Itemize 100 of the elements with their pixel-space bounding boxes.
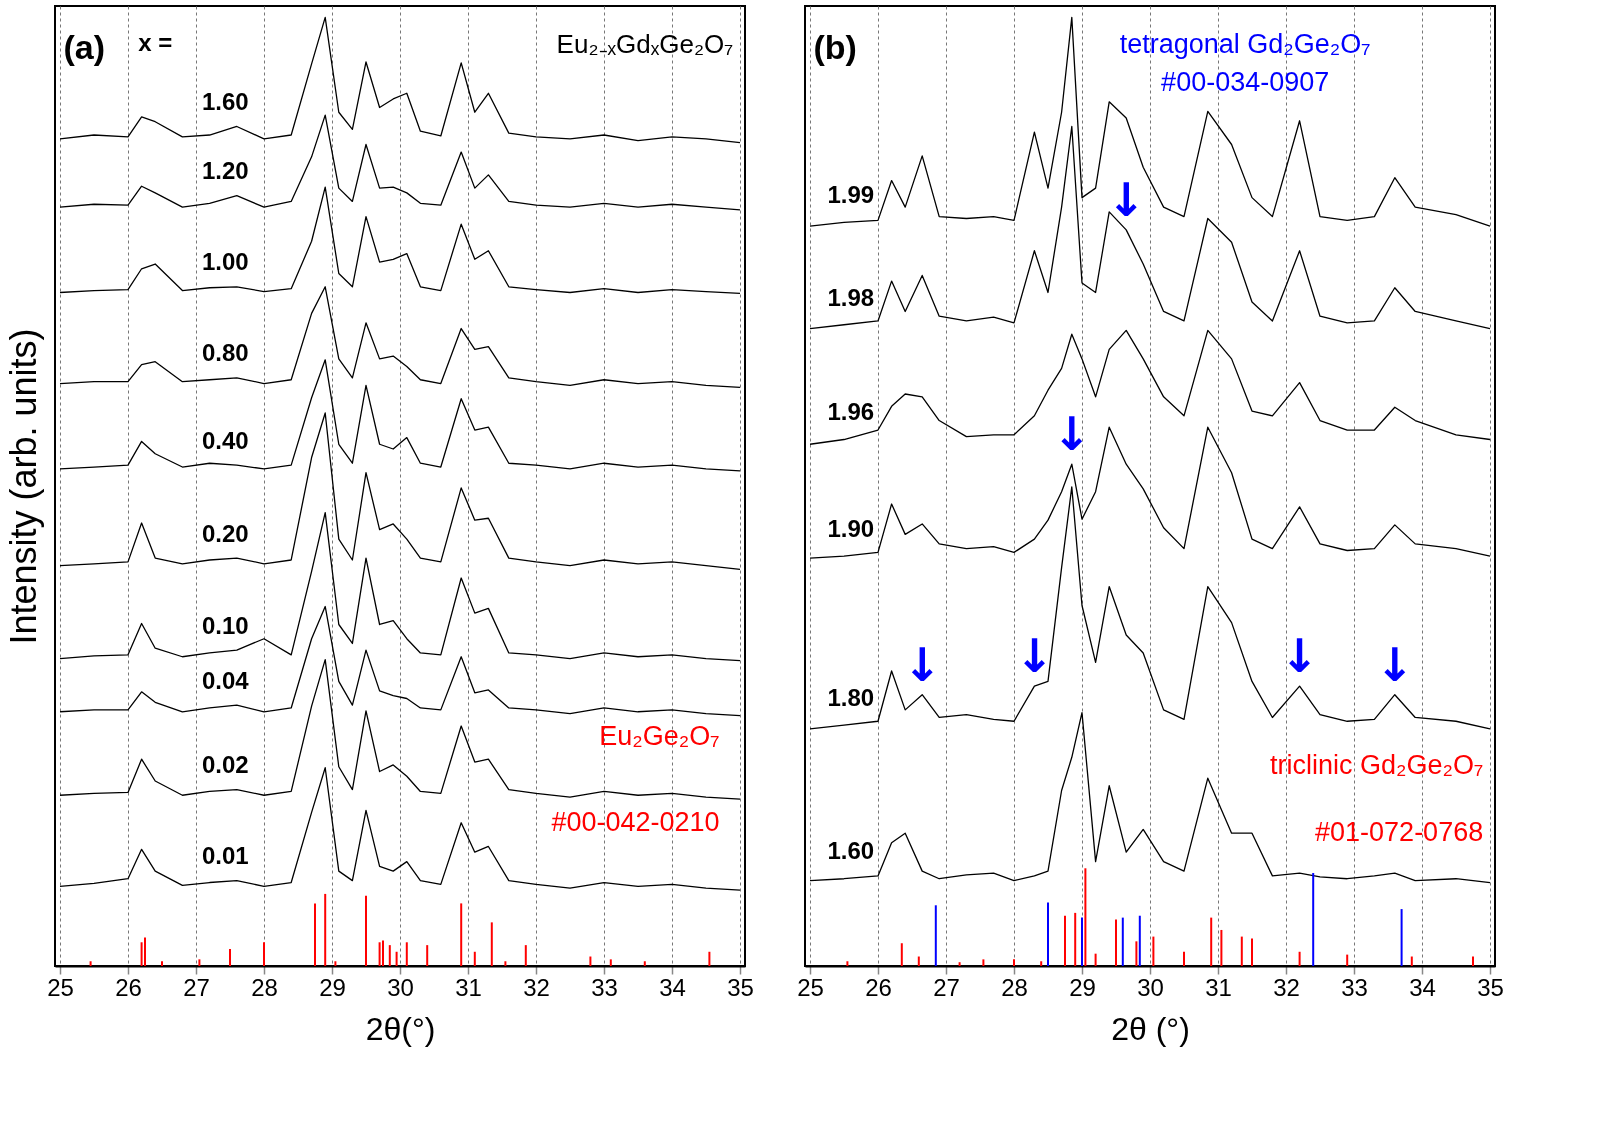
series-label: 1.20 (201, 157, 249, 185)
bar (263, 942, 265, 966)
x-axis-title: 2θ (°) (1111, 1010, 1190, 1047)
bar (144, 937, 146, 966)
text: triclinic Gd₂Ge₂O₇ #01-072-0768 (1269, 749, 1484, 847)
bar (1210, 917, 1213, 966)
bar (140, 942, 143, 966)
bar (334, 961, 337, 966)
bar (1472, 956, 1474, 966)
series-label: 1.00 (201, 248, 249, 276)
bar (378, 942, 381, 966)
bar (1115, 919, 1117, 966)
bar (982, 959, 985, 966)
bar (1152, 936, 1155, 966)
annotation: (a) (63, 27, 105, 66)
series-label: 0.80 (201, 339, 249, 367)
x-tick-label: 33 (1341, 973, 1368, 1001)
bar (1135, 941, 1138, 966)
x-tick-label: 34 (659, 973, 686, 1001)
bar (1183, 951, 1185, 966)
series-label: 0.02 (201, 751, 249, 779)
bar (1047, 902, 1049, 966)
bar (473, 951, 476, 966)
annotation: (b) (813, 27, 857, 66)
series-label: 1.60 (201, 88, 249, 116)
text: tetragonal Gd₂Ge₂O₇ #00-034-0907 (1119, 28, 1371, 97)
bar (1084, 868, 1087, 966)
bar (846, 961, 849, 966)
series-label: 0.40 (201, 426, 249, 454)
series-label: 1.80 (827, 683, 875, 711)
x-tick-label: 29 (1069, 973, 1096, 1001)
bar (1064, 915, 1066, 966)
annotation: x = (138, 28, 173, 56)
bar (324, 893, 327, 966)
x-tick-label: 31 (1205, 973, 1232, 1001)
annotation: ↓ (902, 637, 942, 692)
annotation: Eu₂₋ₓGdₓGe₂O₇ (556, 28, 734, 59)
x-tick-label: 34 (1409, 973, 1436, 1001)
bar (1138, 915, 1141, 966)
x-tick-label: 28 (1001, 973, 1028, 1001)
series-label: 0.10 (201, 611, 249, 639)
x-tick-label: 30 (1137, 973, 1164, 1001)
bar (426, 945, 429, 966)
bar (524, 945, 527, 966)
annotation: ↓ (1015, 629, 1054, 684)
bar (395, 951, 398, 966)
bar (1074, 912, 1077, 966)
y-axis-title: Intensity (arb. units) (2, 328, 44, 645)
bar (382, 940, 384, 966)
bar (1400, 909, 1403, 966)
bar (1094, 953, 1097, 966)
bar (708, 951, 711, 966)
series-label: 1.90 (827, 514, 875, 542)
bar (1410, 956, 1413, 966)
bar (1240, 936, 1243, 966)
bar (314, 903, 316, 966)
x-tick-label: 26 (115, 973, 142, 1001)
x-tick-label: 32 (1273, 973, 1300, 1001)
bar (405, 942, 408, 966)
bar (460, 903, 463, 966)
bar (1013, 959, 1015, 966)
annotation: ↓ (1375, 637, 1415, 692)
bar (229, 948, 231, 966)
series-label: 1.96 (827, 398, 875, 426)
series-label: 1.98 (827, 283, 875, 311)
annotation: ↓ (1052, 407, 1092, 462)
bar (917, 956, 920, 966)
series-label: 0.01 (201, 842, 249, 870)
x-tick-label: 30 (387, 973, 414, 1001)
bar (1220, 929, 1223, 966)
bar (1346, 954, 1349, 966)
bar (589, 956, 592, 966)
bar (161, 961, 163, 966)
bar (1312, 873, 1315, 966)
bar (609, 959, 612, 966)
series-label: 1.60 (827, 837, 875, 865)
x-tick-label: 31 (455, 973, 482, 1001)
x-tick-label: 35 (727, 973, 754, 1001)
x-tick-label: 33 (591, 973, 618, 1001)
annotation: ↓ (1280, 629, 1319, 684)
x-axis-title: 2θ(°) (365, 1010, 436, 1047)
x-tick-label: 27 (183, 973, 210, 1001)
x-tick-label: 32 (523, 973, 550, 1001)
bar (504, 961, 507, 966)
bar (365, 895, 367, 966)
series-label: 1.99 (827, 181, 875, 209)
x-tick-label: 28 (251, 973, 278, 1001)
bar (643, 961, 646, 966)
x-tick-label: 35 (1477, 973, 1504, 1001)
x-tick-label: 26 (865, 973, 892, 1001)
bar (958, 962, 961, 966)
bar (1251, 938, 1253, 966)
text: Eu₂Ge₂O₇ #00-042-0210 (551, 721, 720, 838)
bar (900, 943, 903, 966)
series-label: 0.20 (201, 519, 249, 547)
bar (490, 922, 493, 966)
bar (388, 945, 391, 966)
x-tick-label: 25 (47, 973, 74, 1001)
annotation: ↓ (1106, 172, 1146, 227)
bar (1298, 951, 1301, 966)
